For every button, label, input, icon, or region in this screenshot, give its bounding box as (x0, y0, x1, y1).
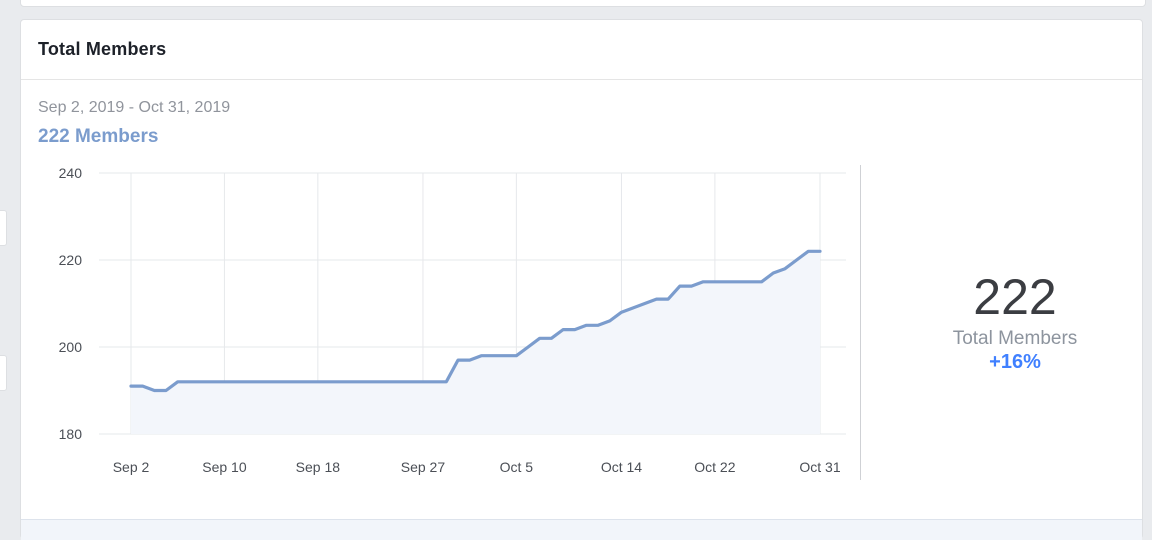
x-tick-label: Sep 2 (113, 459, 150, 475)
x-tick-label: Sep 10 (202, 459, 247, 475)
members-chart: 180 200 220 240 Sep 2 Sep 10 Sep 18 Sep 27 Oct 5… (59, 165, 846, 475)
side-panel-tab[interactable] (0, 210, 7, 246)
growth-percentage: +16% (989, 351, 1041, 373)
previous-card (20, 0, 1146, 7)
card-title: Total Members (38, 39, 167, 59)
x-tick-label: Oct 22 (694, 459, 735, 475)
summary-stat: 222 Total Members +16% (881, 270, 1149, 374)
chart-divider (860, 165, 861, 480)
x-tick-label: Sep 27 (401, 459, 446, 475)
x-tick-label: Oct 5 (500, 459, 534, 475)
y-tick-label: 200 (59, 339, 83, 355)
x-tick-label: Oct 14 (601, 459, 642, 475)
total-members-label: Total Members (952, 328, 1078, 349)
series-area (131, 251, 820, 434)
y-tick-label: 220 (59, 252, 83, 268)
card-header: Total Members (21, 20, 1142, 80)
date-range: Sep 2, 2019 - Oct 31, 2019 (38, 99, 231, 116)
members-count-link[interactable]: 222 Members (38, 126, 159, 147)
card-footer-strip (21, 519, 1142, 540)
series-line (129, 249, 822, 393)
x-tick-label: Oct 31 (799, 459, 840, 475)
y-tick-label: 240 (59, 165, 83, 181)
y-tick-label: 180 (59, 426, 83, 442)
total-members-card: Total Members Sep 2, 2019 - Oct 31, 2019… (20, 19, 1143, 540)
total-members-value: 222 (973, 269, 1057, 325)
side-panel-tab[interactable] (0, 355, 7, 391)
x-tick-label: Sep 18 (296, 459, 341, 475)
